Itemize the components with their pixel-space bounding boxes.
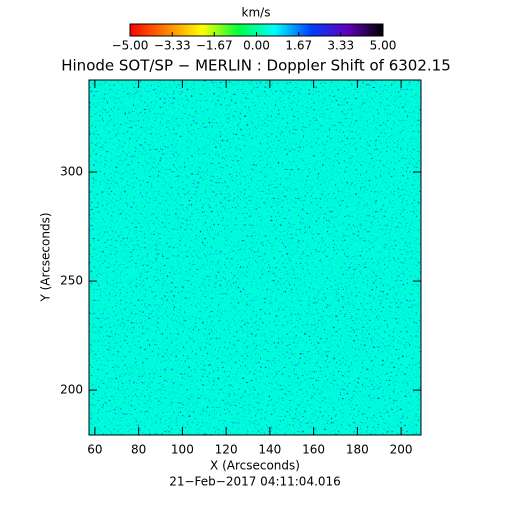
colorbar-tick-label: 5.00 <box>370 39 397 53</box>
colorbar-tick-label: −5.00 <box>112 39 149 53</box>
plot-frame <box>88 79 422 436</box>
y-tick-label: 300 <box>60 165 83 179</box>
x-tick-label: 100 <box>171 443 194 457</box>
x-tick-label: 140 <box>258 443 281 457</box>
x-tick-label: 120 <box>215 443 238 457</box>
x-tick-label: 200 <box>390 443 413 457</box>
doppler-image <box>89 80 421 435</box>
x-tick-label: 180 <box>346 443 369 457</box>
y-tick-label: 200 <box>60 383 83 397</box>
x-tick-label: 160 <box>302 443 325 457</box>
colorbar-tick-label: 1.67 <box>285 39 312 53</box>
colorbar-tick-label: −3.33 <box>154 39 191 53</box>
y-tick-label: 250 <box>60 274 83 288</box>
colorbar-label: km/s <box>242 6 271 20</box>
colorbar-tick-label: −1.67 <box>196 39 233 53</box>
x-tick-label: 80 <box>131 443 146 457</box>
x-axis-label: X (Arcseconds) <box>210 459 300 473</box>
colorbar-tick-label: 0.00 <box>243 39 270 53</box>
y-axis-label: Y (Arcseconds) <box>39 212 53 302</box>
colorbar-tick-label: 3.33 <box>327 39 354 53</box>
chart-title: Hinode SOT/SP − MERLIN : Doppler Shift o… <box>61 57 451 75</box>
x-tick-label: 60 <box>87 443 102 457</box>
footer-timestamp: 21−Feb−2017 04:11:04.016 <box>169 475 341 489</box>
